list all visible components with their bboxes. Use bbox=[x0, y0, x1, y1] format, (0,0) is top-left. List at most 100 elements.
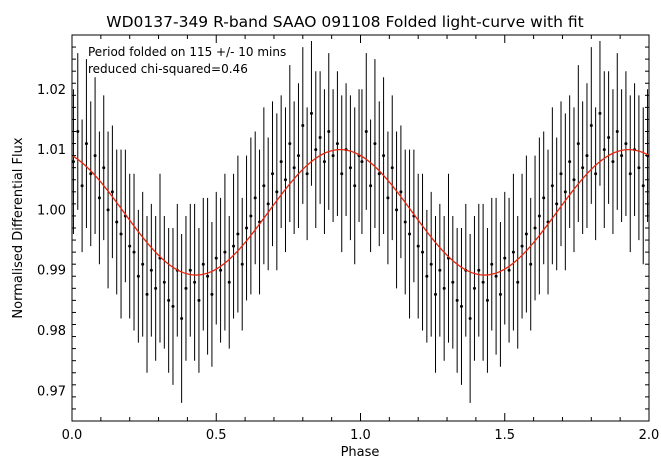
data-point bbox=[507, 268, 511, 272]
data-point bbox=[219, 268, 223, 272]
y-tick-label: 0.99 bbox=[37, 264, 66, 279]
data-point bbox=[149, 268, 153, 272]
data-point bbox=[322, 160, 326, 164]
data-point bbox=[162, 280, 166, 284]
data-point bbox=[364, 130, 368, 133]
data-point bbox=[71, 160, 75, 164]
data-point bbox=[236, 232, 240, 236]
y-tick-label: 1.00 bbox=[37, 203, 66, 218]
annotation-period: Period folded on 115 +/- 10 mins bbox=[88, 45, 286, 59]
data-point bbox=[110, 190, 114, 194]
data-point bbox=[529, 262, 533, 266]
data-point bbox=[377, 172, 381, 176]
data-point bbox=[637, 166, 641, 170]
data-point bbox=[641, 184, 645, 188]
data-point bbox=[89, 172, 93, 176]
x-tick-label: 1.5 bbox=[494, 428, 515, 443]
data-point bbox=[171, 304, 175, 308]
data-point bbox=[425, 274, 429, 278]
y-tick-labels: 0.97 0.98 0.99 1.00 1.01 1.02 bbox=[37, 83, 66, 400]
axis-ticks bbox=[71, 34, 650, 422]
data-point bbox=[249, 214, 253, 218]
data-point bbox=[214, 256, 218, 260]
data-point bbox=[494, 274, 498, 278]
data-point bbox=[128, 244, 132, 248]
data-point bbox=[331, 154, 335, 158]
data-point bbox=[275, 190, 279, 194]
plot-frame bbox=[71, 34, 650, 422]
data-point bbox=[490, 262, 494, 266]
data-point bbox=[97, 196, 101, 200]
sine-fit-curve bbox=[71, 148, 650, 276]
x-tick-label: 0.5 bbox=[206, 428, 227, 443]
data-point bbox=[382, 154, 386, 158]
x-tick-label: 0.0 bbox=[62, 428, 83, 443]
error-bars-layer bbox=[72, 41, 649, 403]
data-point bbox=[434, 292, 438, 296]
y-tick-label: 0.97 bbox=[37, 384, 66, 399]
data-point bbox=[537, 214, 541, 218]
data-point bbox=[481, 280, 485, 284]
data-point bbox=[119, 232, 123, 236]
data-point bbox=[288, 142, 292, 146]
data-point bbox=[550, 184, 554, 188]
data-point bbox=[180, 316, 184, 320]
data-point bbox=[93, 154, 97, 158]
data-point bbox=[141, 262, 145, 266]
data-point bbox=[223, 250, 227, 254]
y-tick-label: 1.02 bbox=[37, 83, 66, 98]
data-point bbox=[262, 184, 266, 188]
data-point bbox=[477, 268, 481, 272]
chart-title: WD0137-349 R-band SAAO 091108 Folded lig… bbox=[106, 13, 583, 31]
data-point bbox=[581, 166, 585, 170]
data-point bbox=[563, 190, 567, 194]
data-point bbox=[132, 250, 136, 254]
data-point bbox=[624, 142, 628, 146]
x-tick-label: 1.0 bbox=[350, 428, 371, 443]
data-point bbox=[572, 178, 576, 182]
data-point bbox=[188, 268, 192, 272]
data-point bbox=[240, 262, 244, 266]
data-point bbox=[335, 142, 339, 146]
data-point bbox=[340, 172, 344, 176]
y-tick-label: 1.01 bbox=[37, 143, 66, 158]
data-point bbox=[408, 232, 412, 236]
data-point bbox=[271, 172, 275, 176]
data-point bbox=[76, 130, 80, 133]
data-point bbox=[416, 244, 420, 248]
data-point bbox=[154, 286, 158, 290]
data-point bbox=[429, 262, 433, 266]
data-point bbox=[301, 123, 305, 127]
data-point bbox=[201, 262, 205, 266]
data-point bbox=[253, 196, 257, 200]
data-point bbox=[576, 142, 580, 146]
data-point bbox=[555, 202, 559, 206]
data-point bbox=[305, 172, 309, 176]
data-point bbox=[399, 190, 403, 194]
data-point bbox=[184, 286, 188, 290]
data-point bbox=[136, 274, 140, 278]
data-point bbox=[115, 220, 119, 224]
data-point bbox=[628, 172, 632, 176]
data-point bbox=[485, 298, 489, 302]
data-point bbox=[232, 244, 236, 248]
data-point bbox=[327, 130, 331, 133]
data-point bbox=[472, 286, 476, 290]
data-point bbox=[314, 148, 318, 152]
data-point bbox=[594, 172, 598, 176]
data-point bbox=[106, 208, 110, 212]
data-point bbox=[585, 154, 589, 158]
data-point bbox=[442, 286, 446, 290]
data-point bbox=[559, 172, 563, 176]
data-point bbox=[80, 184, 84, 188]
data-points-layer bbox=[71, 111, 650, 320]
data-point bbox=[309, 111, 313, 115]
data-point bbox=[353, 184, 357, 188]
data-point bbox=[421, 250, 425, 254]
data-point bbox=[197, 298, 201, 302]
data-point bbox=[390, 166, 394, 170]
data-point bbox=[516, 280, 520, 284]
data-point bbox=[348, 166, 352, 170]
data-point bbox=[84, 142, 88, 146]
